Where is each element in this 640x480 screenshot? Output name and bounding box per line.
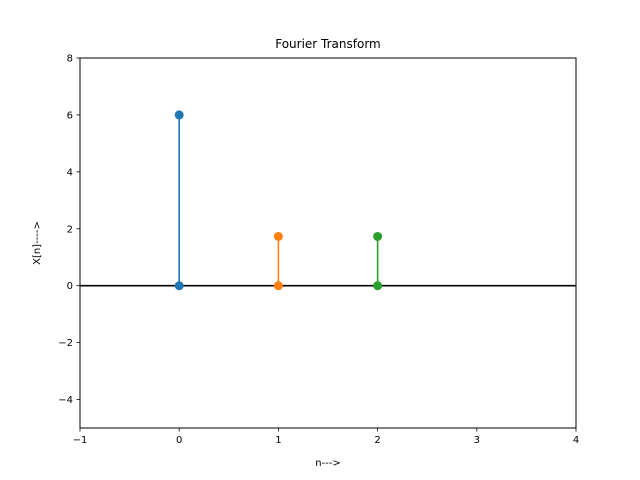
y-tick-label: 2 bbox=[67, 224, 73, 235]
y-tick-label: 4 bbox=[67, 167, 73, 178]
stem-marker bbox=[273, 231, 283, 241]
y-tick-label: −2 bbox=[58, 338, 73, 349]
y-tick-label: −4 bbox=[58, 395, 73, 406]
stem-base-marker bbox=[373, 281, 383, 291]
x-tick-label: 1 bbox=[275, 435, 281, 446]
x-tick-label: 2 bbox=[374, 435, 380, 446]
x-tick-label: 0 bbox=[176, 435, 182, 446]
axis-ticks: −1 0 1 2 3 4 −4 −2 0 2 4 6 8 bbox=[58, 54, 579, 447]
x-tick-label: −1 bbox=[73, 435, 88, 446]
stem-marker bbox=[373, 231, 383, 241]
stem-base-marker bbox=[273, 281, 283, 291]
x-axis-label: n---> bbox=[315, 458, 341, 469]
stem-marker bbox=[174, 110, 184, 120]
chart-marks bbox=[80, 110, 576, 291]
y-tick-label: 0 bbox=[67, 281, 73, 292]
y-axis-label: X[n]----> bbox=[32, 221, 43, 265]
plot-area bbox=[79, 57, 577, 429]
chart-title: Fourier Transform bbox=[275, 37, 381, 51]
y-tick-label: 8 bbox=[67, 54, 73, 65]
x-tick-label: 4 bbox=[573, 435, 579, 446]
stem-base-marker bbox=[174, 281, 184, 291]
x-tick-label: 3 bbox=[474, 435, 480, 446]
y-tick-label: 6 bbox=[67, 110, 73, 121]
